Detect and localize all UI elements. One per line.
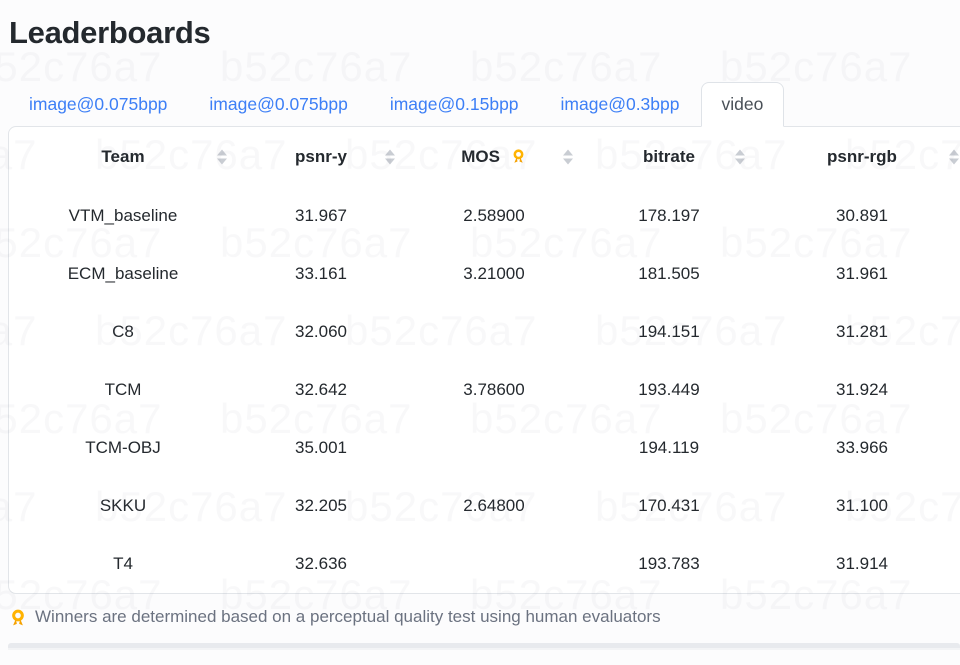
tab-image-0.075bpp-0[interactable]: image@0.075bpp [29,94,168,114]
sort-caret-icon [735,149,745,165]
page-title: Leaderboards [9,15,211,50]
cell-bitrate: 194.119 [638,438,700,457]
cell-bitrate: 193.449 [638,380,700,399]
column-header-bitrate[interactable]: bitrate [583,127,755,187]
cell-psnr_y: 32.060 [295,322,347,341]
cell-psnr_y: 35.001 [295,438,347,457]
column-header-label: psnr-y [295,147,347,166]
cell-team: TCM [104,380,142,399]
tab-image-0.15bpp-2[interactable]: image@0.15bpp [389,94,519,114]
leaderboards-page: Leaderboards image@0.075bpp image@0.075b… [0,13,960,650]
medal-icon [505,147,527,166]
tab-image-0.075bpp-1[interactable]: image@0.075bpp [209,94,348,114]
cell-bitrate: 194.151 [638,322,700,341]
column-header-label: bitrate [643,147,695,166]
cell-psnr_rgb: 33.966 [836,438,888,457]
column-header-label: psnr-rgb [827,147,897,166]
sort-caret-icon [949,149,959,165]
table-row: TCM 32.642 3.78600 193.449 31.924 [9,361,960,419]
cell-bitrate: 178.197 [638,206,700,225]
cell-bitrate: 193.783 [638,554,700,573]
cell-mos: 2.64800 [463,496,525,515]
cell-psnr_rgb: 31.961 [836,264,888,283]
sort-caret-icon [217,149,227,165]
table-row: C8 32.060 194.151 31.281 [9,303,960,361]
table-body: VTM_baseline 31.967 2.58900 178.197 30.891 EC… [9,187,960,593]
cell-mos [405,303,583,361]
cell-team: T4 [113,554,133,573]
leaderboard-table: Team psnr-y MOS bitrate psnr-rgb VTM_bas… [9,127,960,593]
cell-psnr_y: 32.642 [295,380,347,399]
cell-psnr_rgb: 31.924 [836,380,888,399]
cell-psnr_y: 32.636 [295,554,347,573]
cell-mos [405,419,583,477]
cell-bitrate: 170.431 [638,496,700,515]
table-row: TCM-OBJ 35.001 194.119 33.966 [9,419,960,477]
cell-mos: 2.58900 [463,206,525,225]
medal-icon [8,607,28,628]
column-header-label: Team [101,147,145,166]
table-row: ECM_baseline 33.161 3.21000 181.505 31.961 [9,245,960,303]
column-header-mos[interactable]: MOS [405,127,583,187]
cell-mos [405,535,583,593]
table-row: VTM_baseline 31.967 2.58900 178.197 30.891 [9,187,960,245]
table-row: SKKU 32.205 2.64800 170.431 31.100 [9,477,960,535]
cell-team: ECM_baseline [67,264,179,283]
cell-psnr_rgb: 30.891 [836,206,888,225]
next-section-top-edge [8,642,960,650]
column-header-label: MOS [461,147,500,166]
tab-image-0.3bpp-3[interactable]: image@0.3bpp [560,94,680,114]
column-header-team[interactable]: Team [9,127,237,187]
cell-psnr_y: 33.161 [295,264,347,283]
cell-team: TCM-OBJ [85,438,161,457]
cell-psnr_rgb: 31.100 [836,496,888,515]
cell-bitrate: 181.505 [638,264,700,283]
table-header-row: Team psnr-y MOS bitrate psnr-rgb [9,127,960,187]
tab-video-4[interactable]: video [700,82,785,127]
cell-psnr_y: 32.205 [295,496,347,515]
cell-team: VTM_baseline [68,206,178,225]
sort-caret-icon [385,149,395,165]
cell-team: C8 [112,322,134,341]
column-header-psnr_y[interactable]: psnr-y [237,127,405,187]
cell-psnr_y: 31.967 [295,206,347,225]
winners-note-text: Winners are determined based on a percep… [35,607,661,627]
cell-mos: 3.21000 [463,264,525,283]
cell-team: SKKU [99,496,147,515]
leaderboard-tabs: image@0.075bpp image@0.075bpp image@0.15… [8,82,960,127]
column-header-psnr_rgb[interactable]: psnr-rgb [755,127,960,187]
leaderboard-card: Team psnr-y MOS bitrate psnr-rgb VTM_bas… [8,126,960,594]
sort-caret-icon [563,149,573,165]
cell-psnr_rgb: 31.281 [836,322,888,341]
cell-psnr_rgb: 31.914 [836,554,888,573]
cell-mos: 3.78600 [463,380,525,399]
winners-note: Winners are determined based on a percep… [8,607,960,628]
table-row: T4 32.636 193.783 31.914 [9,535,960,593]
